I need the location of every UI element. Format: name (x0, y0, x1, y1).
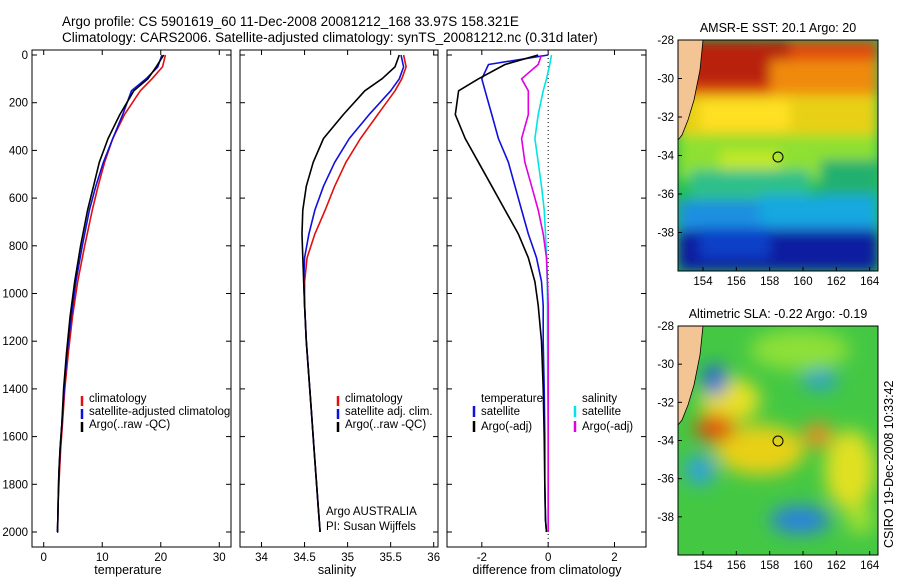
temperature-profile-plot: 0 10 20 30 0 200 400 600 800 1000 1200 1400 1600 1800… (2, 50, 231, 564)
series-argo-raw-qc-line (301, 54, 401, 533)
x-tick-label: 20 (154, 552, 167, 564)
x-tick-label: 154 (693, 276, 713, 288)
legend-heading-salinity: salinity (582, 393, 617, 405)
x-tick-label: 36 (427, 552, 440, 564)
legend-label-salinity-argo: Argo(-adj) (582, 421, 633, 433)
y-tick-label: 1200 (2, 336, 28, 348)
x-tick-label: 10 (96, 552, 109, 564)
salinity-profile-plot: 34 34.5 35 35.5 36 (240, 50, 440, 564)
pi-name-label: PI: Susan Wijffels (326, 521, 416, 533)
temperature-legend: climatology satellite-adjusted climatolo… (80, 393, 230, 432)
salinity-annotation: Argo AUSTRALIA PI: Susan Wijffels (326, 506, 417, 533)
sla-map (678, 326, 878, 555)
sla-map-axes: 154 156 158 160 162 164 -28 -30 -32 -34 -36 -38 (657, 321, 879, 572)
y-tick-label: 600 (9, 193, 28, 205)
y-tick-label: 800 (9, 241, 28, 253)
salinity-legend: climatology satellite adj. clim. Argo(..… (336, 393, 433, 432)
y-tick-label: 400 (9, 145, 28, 157)
argo-position-marker (772, 151, 784, 163)
y-tick-label: -28 (657, 321, 674, 333)
temperature-axis-label: temperature (94, 563, 161, 577)
x-tick-label: 35.5 (379, 552, 401, 564)
y-tick-label: -36 (657, 474, 674, 486)
series-temperature-argo-adj-line (454, 54, 548, 533)
salinity-plot-frame (239, 49, 439, 548)
y-tick-label: -28 (657, 35, 674, 47)
y-tick-label: 1400 (2, 384, 28, 396)
x-tick-label: 154 (693, 560, 713, 572)
y-tick-label: 200 (9, 98, 28, 110)
x-tick-label: 160 (793, 276, 812, 288)
figure-title-line1: Argo profile: CS 5901619_60 11-Dec-2008 … (62, 14, 519, 29)
y-tick-label: -38 (657, 512, 674, 524)
y-tick-label: 1600 (2, 432, 28, 444)
y-tick-label: -32 (657, 112, 674, 124)
legend-label-satellite-adjusted: satellite-adjusted climatolog (89, 406, 230, 418)
y-tick-label: -34 (657, 151, 674, 163)
x-tick-label: 34 (255, 552, 268, 564)
y-tick-label: -34 (657, 436, 674, 448)
y-tick-label: -32 (657, 397, 674, 409)
x-tick-label: 2 (611, 552, 617, 564)
x-tick-label: 35 (341, 552, 354, 564)
x-tick-label: 30 (213, 552, 226, 564)
y-tick-label: -30 (657, 359, 674, 371)
x-tick-label: 34.5 (293, 552, 315, 564)
sst-map-title: AMSR-E SST: 20.1 Argo: 20 (700, 21, 856, 35)
y-tick-label: -38 (657, 228, 674, 240)
x-tick-label: 164 (860, 560, 880, 572)
x-tick-label: -2 (477, 552, 487, 564)
series-salinity-argo-adj-line (520, 54, 550, 532)
legend-label-temperature-argo: Argo(-adj) (481, 421, 532, 433)
argo-australia-label: Argo AUSTRALIA (326, 506, 417, 518)
series-argo-raw-qc-line (56, 54, 165, 533)
difference-profile-plot: -2 0 2 (447, 50, 646, 564)
difference-plot-frame (446, 49, 647, 548)
legend-label-climatology: climatology (345, 393, 403, 405)
legend-label-temperature-satellite: satellite (481, 406, 520, 418)
side-timestamp: CSIRO 19-Dec-2008 10:33:42 (882, 380, 896, 548)
y-tick-label: 1000 (2, 289, 28, 301)
y-tick-label: 1800 (2, 479, 28, 491)
x-tick-label: 0 (41, 552, 47, 564)
sst-map-land (678, 40, 704, 141)
y-tick-label: 0 (22, 50, 28, 62)
legend-heading-temperature: temperature (481, 393, 543, 405)
x-tick-label: 158 (760, 560, 779, 572)
y-tick-label: 2000 (2, 527, 28, 539)
x-tick-label: 164 (860, 276, 880, 288)
sla-map-title: Altimetric SLA: -0.22 Argo: -0.19 (689, 307, 868, 321)
argo-position-marker (772, 435, 784, 447)
salinity-axis-label: salinity (318, 563, 357, 577)
x-tick-label: 156 (727, 560, 746, 572)
x-tick-label: 0 (545, 552, 551, 564)
sla-map-land (678, 326, 704, 426)
x-tick-label: 162 (827, 560, 846, 572)
y-tick-label: -36 (657, 189, 674, 201)
legend-label-climatology: climatology (89, 393, 147, 405)
difference-legend: temperature satellite Argo(-adj) salinit… (472, 393, 633, 433)
sst-map-axes: 154 156 158 160 162 164 -28 -30 -32 -34 -36 -38 (657, 35, 879, 288)
x-tick-label: 160 (793, 560, 812, 572)
legend-label-salinity-satellite: satellite (582, 406, 621, 418)
y-tick-label: -30 (657, 74, 674, 86)
figure-title-line2: Climatology: CARS2006. Satellite-adjuste… (62, 30, 598, 45)
difference-axis-label: difference from climatology (472, 563, 622, 577)
x-tick-label: 162 (827, 276, 846, 288)
temperature-plot-frame (31, 49, 232, 548)
x-tick-label: 156 (727, 276, 746, 288)
legend-label-argo: Argo(..raw -QC) (89, 419, 170, 431)
legend-label-argo: Argo(..raw -QC) (345, 419, 426, 431)
x-tick-label: 158 (760, 276, 779, 288)
legend-label-satellite-adj: satellite adj. clim. (345, 406, 433, 418)
sst-map (678, 40, 878, 271)
